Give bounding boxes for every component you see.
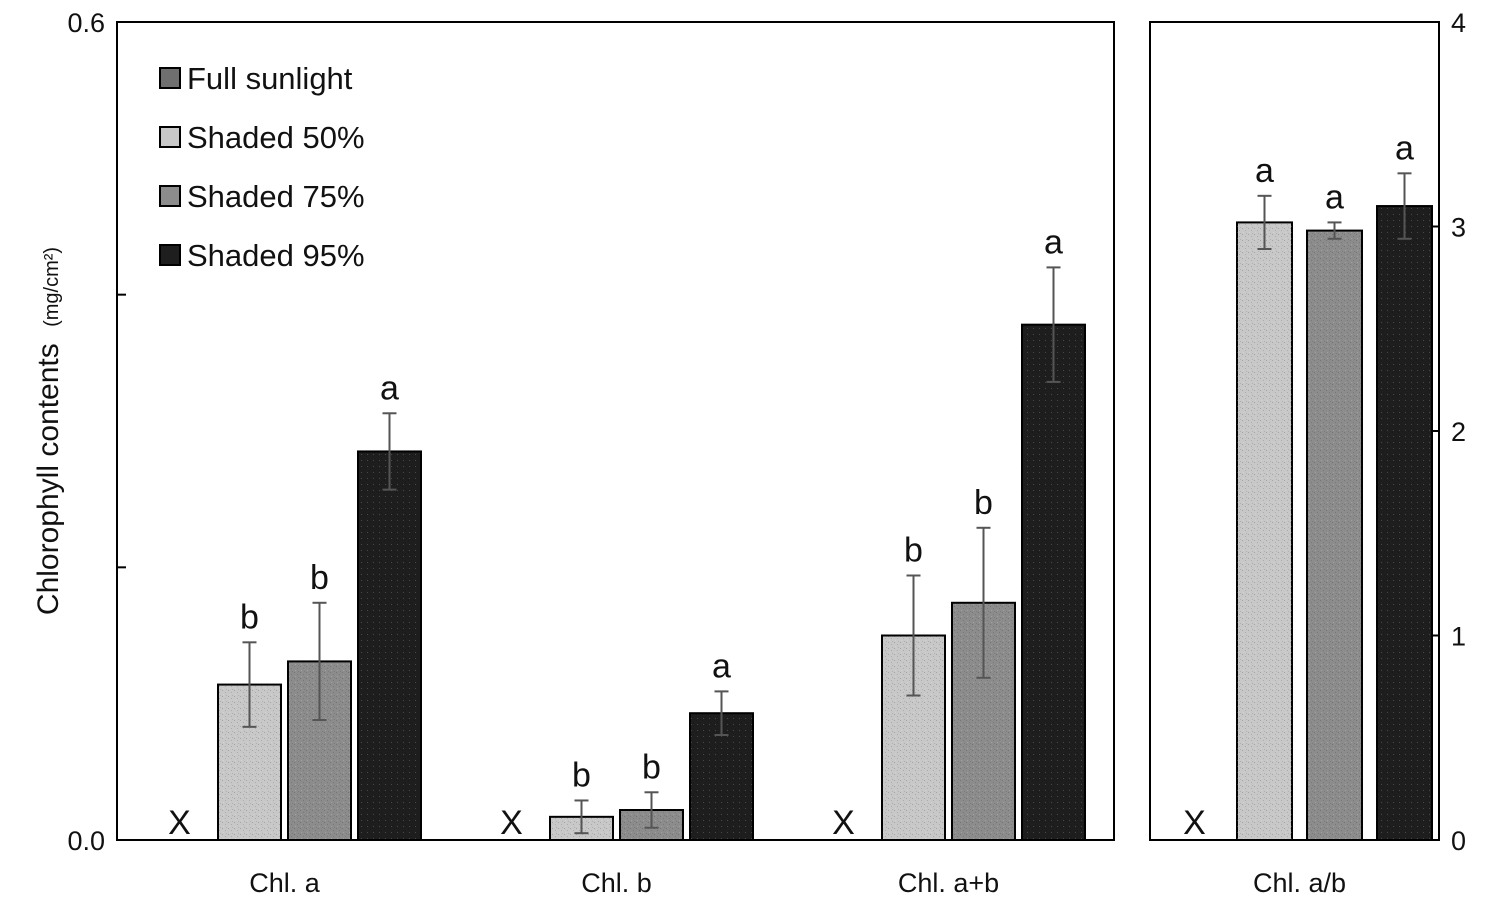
right-panel: 0 1 2 3 4 Xa a a Chl. a/b (1149, 8, 1466, 898)
legend-swatch-shaded-95 (159, 244, 181, 266)
y-tick-label: 1 (1451, 622, 1466, 652)
legend-swatch-shaded-50 (159, 126, 181, 148)
legend-label-full-sunlight: Full sunlight (187, 61, 353, 96)
significance-letter: b (572, 756, 591, 794)
significance-letter: a (1395, 129, 1414, 167)
x-tick-label-chl-a: Chl. a (249, 868, 321, 898)
x-tick-label-chl-a-b: Chl. a/b (1253, 868, 1346, 898)
missing-marker-full-sunlight: X (168, 804, 191, 842)
y-tick-label: 0 (1451, 826, 1466, 856)
significance-letter: a (1255, 152, 1274, 190)
significance-letter: a (380, 369, 399, 407)
legend-label-shaded-95: Shaded 95% (187, 238, 365, 273)
y-axis-label-main: Chlorophyll contents (32, 343, 65, 615)
y-tick-label: 0.0 (67, 826, 105, 856)
x-tick-label-chl-a-b: Chl. a+b (898, 868, 999, 898)
left-bars: Xb b a Xb b a Xb b a (168, 223, 1086, 842)
missing-marker-full-sunlight: X (832, 804, 855, 842)
left-y-axis: 0.0 0.6 (67, 8, 126, 856)
right-bars: Xa a a (1183, 129, 1433, 842)
bar-texture (358, 451, 421, 840)
significance-letter: b (974, 484, 993, 522)
legend-swatch-shaded-75 (159, 185, 181, 207)
y-tick-label: 2 (1451, 417, 1466, 447)
significance-letter: b (240, 598, 259, 636)
bar-texture (1377, 206, 1432, 841)
x-tick-label-chl-b: Chl. b (581, 868, 652, 898)
bar-texture (1022, 324, 1085, 840)
y-tick-label: 0.6 (67, 8, 105, 38)
y-axis-label: Chlorophyll contents (mg/cm²) (32, 247, 65, 615)
missing-marker-full-sunlight: X (500, 804, 523, 842)
significance-letter: a (1044, 223, 1063, 261)
right-y-axis: 0 1 2 3 4 (1430, 8, 1466, 856)
left-panel: 0.0 0.6 Xb b a Xb b a Xb b a Chl. a Chl. b Chl. a+b… (32, 8, 1115, 898)
right-x-tick-labels: Chl. a/b (1253, 868, 1346, 898)
significance-letter: b (904, 532, 923, 570)
left-plot-frame (116, 21, 1115, 841)
y-tick-label: 3 (1451, 213, 1466, 243)
bar-texture (1307, 230, 1362, 841)
significance-letter: b (642, 748, 661, 786)
legend-label-shaded-75: Shaded 75% (187, 179, 365, 214)
legend-swatch-full-sunlight (159, 67, 181, 89)
legend-label-shaded-50: Shaded 50% (187, 120, 365, 155)
significance-letter: a (712, 647, 731, 685)
legend: Full sunlight Shaded 50% Shaded 75% Shaded … (159, 61, 365, 273)
y-tick-label: 4 (1451, 8, 1466, 38)
bar-texture (1237, 222, 1292, 840)
significance-letter: b (310, 559, 329, 597)
y-axis-label-unit: (mg/cm²) (41, 247, 63, 327)
missing-marker-full-sunlight: X (1183, 804, 1206, 842)
left-x-tick-labels: Chl. a Chl. b Chl. a+b (249, 868, 999, 898)
significance-letter: a (1325, 178, 1344, 216)
